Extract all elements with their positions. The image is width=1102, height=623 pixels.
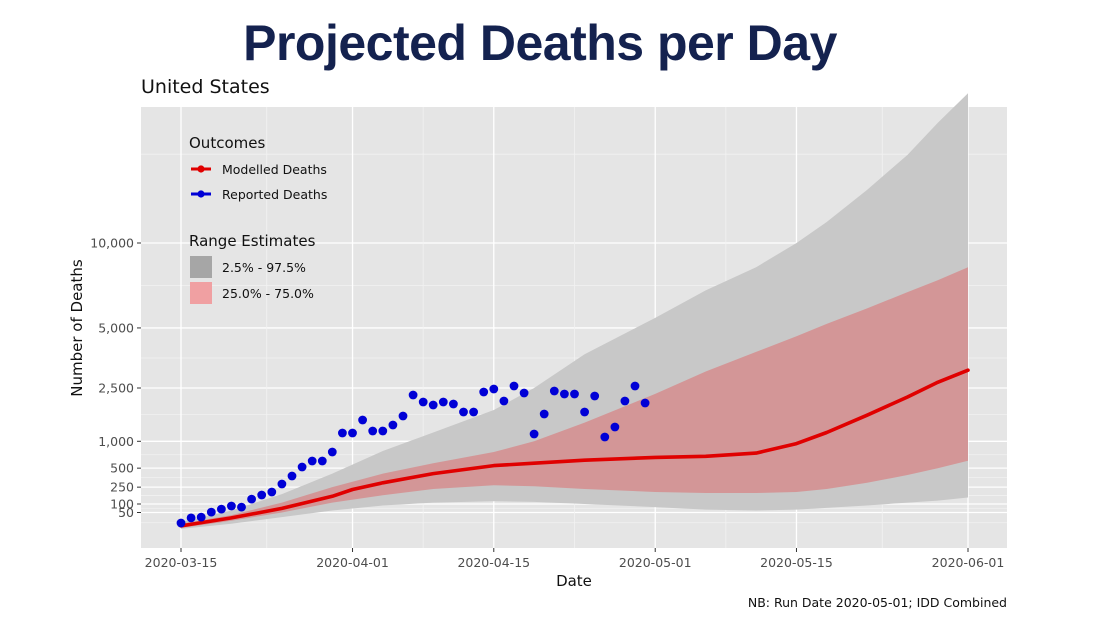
y-tick-label: 100 xyxy=(110,497,134,512)
reported-death-point xyxy=(428,400,438,410)
x-tick-label: 2020-06-01 xyxy=(932,555,1005,570)
legend-range-95-swatch xyxy=(190,256,212,278)
reported-death-point xyxy=(257,490,267,500)
legend-reported-dot-icon xyxy=(197,190,205,198)
reported-death-point xyxy=(348,428,357,438)
x-axis: 2020-03-15 2020-04-01 2020-04-15 2020-05-01… xyxy=(145,548,1005,570)
legend-range-50-swatch xyxy=(190,282,212,304)
reported-death-point xyxy=(418,397,428,407)
x-tick-label: 2020-04-15 xyxy=(457,555,530,570)
reported-death-point xyxy=(449,399,458,409)
reported-death-point xyxy=(176,518,186,528)
legend-reported-label: Reported Deaths xyxy=(222,187,327,202)
reported-death-point xyxy=(580,407,589,417)
reported-death-point xyxy=(620,396,630,406)
reported-death-point xyxy=(519,388,529,398)
reported-death-point xyxy=(398,411,408,421)
reported-death-point xyxy=(267,487,277,497)
reported-points xyxy=(176,381,650,528)
reported-death-point xyxy=(570,389,579,399)
reported-death-point xyxy=(338,428,347,438)
modelled-deaths-line xyxy=(179,368,970,528)
y-tick-label: 5,000 xyxy=(98,320,134,335)
reported-death-point xyxy=(529,429,539,439)
reported-death-point xyxy=(479,387,489,397)
y-tick-label: 1,000 xyxy=(98,434,134,449)
reported-death-point xyxy=(600,432,610,442)
y-tick-label: 10,000 xyxy=(90,236,134,251)
reported-death-point xyxy=(277,479,287,489)
x-axis-title: Date xyxy=(556,572,592,590)
reported-death-point xyxy=(217,504,226,514)
reported-death-point xyxy=(388,420,398,430)
page-title: Projected Deaths per Day xyxy=(243,15,837,71)
reported-death-point xyxy=(307,456,317,466)
reported-death-point xyxy=(186,513,196,523)
legend-range-50-label: 25.0% - 75.0% xyxy=(222,286,314,301)
reported-death-point xyxy=(509,381,519,391)
reported-death-point xyxy=(560,389,569,399)
reported-death-point xyxy=(640,398,650,408)
reported-death-point xyxy=(408,390,418,400)
reported-death-point xyxy=(327,447,337,457)
legend: Outcomes Modelled Deaths Reported Deaths… xyxy=(189,134,327,304)
reported-death-point xyxy=(438,397,448,407)
modelled-line-group xyxy=(179,368,970,528)
reported-death-point xyxy=(237,502,246,512)
reported-death-point xyxy=(317,456,327,466)
range-bands xyxy=(181,93,968,529)
reported-death-point xyxy=(489,384,499,394)
reported-death-point xyxy=(196,512,206,522)
x-tick-label: 2020-03-15 xyxy=(145,555,218,570)
legend-ranges-title: Range Estimates xyxy=(189,232,316,250)
reported-death-point xyxy=(549,386,559,396)
legend-range-95-label: 2.5% - 97.5% xyxy=(222,260,306,275)
legend-item-reported-deaths: Reported Deaths xyxy=(191,187,327,202)
x-tick-label: 2020-05-15 xyxy=(760,555,833,570)
reported-death-point xyxy=(378,426,388,436)
reported-death-point xyxy=(539,409,549,419)
legend-item-range-50: 25.0% - 75.0% xyxy=(190,282,314,304)
reported-death-point xyxy=(358,415,367,425)
legend-outcomes-title: Outcomes xyxy=(189,134,265,152)
y-tick-label: 2,500 xyxy=(98,381,134,396)
legend-item-modelled-deaths: Modelled Deaths xyxy=(191,162,327,177)
reported-death-point xyxy=(227,501,236,511)
y-tick-label: 50 xyxy=(118,505,134,520)
reported-death-point xyxy=(297,462,307,472)
x-tick-label: 2020-05-01 xyxy=(619,555,692,570)
run-date-note: NB: Run Date 2020-05-01; IDD Combined xyxy=(748,595,1007,610)
y-tick-label: 250 xyxy=(110,480,134,495)
reported-death-point xyxy=(610,422,620,432)
reported-death-point xyxy=(368,426,378,436)
reported-death-point xyxy=(590,391,600,401)
reported-death-point xyxy=(206,507,216,517)
legend-modelled-dot-icon xyxy=(197,165,205,173)
chart-subtitle: United States xyxy=(141,76,270,98)
reported-death-point xyxy=(499,396,509,406)
reported-death-point xyxy=(287,471,297,481)
y-tick-label: 500 xyxy=(110,461,134,476)
x-tick-label: 2020-04-01 xyxy=(316,555,389,570)
y-axis-title: Number of Deaths xyxy=(68,259,86,397)
reported-death-point xyxy=(247,494,256,504)
reported-death-point xyxy=(630,381,640,391)
legend-modelled-label: Modelled Deaths xyxy=(222,162,327,177)
reported-death-point xyxy=(459,407,468,417)
reported-death-point xyxy=(469,407,478,417)
band-25-75 xyxy=(181,267,968,528)
legend-item-range-95: 2.5% - 97.5% xyxy=(190,256,306,278)
